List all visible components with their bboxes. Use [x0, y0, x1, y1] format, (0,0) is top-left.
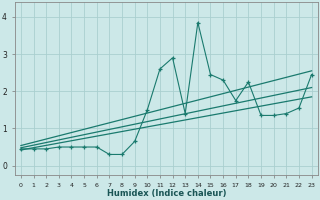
X-axis label: Humidex (Indice chaleur): Humidex (Indice chaleur) — [107, 189, 226, 198]
